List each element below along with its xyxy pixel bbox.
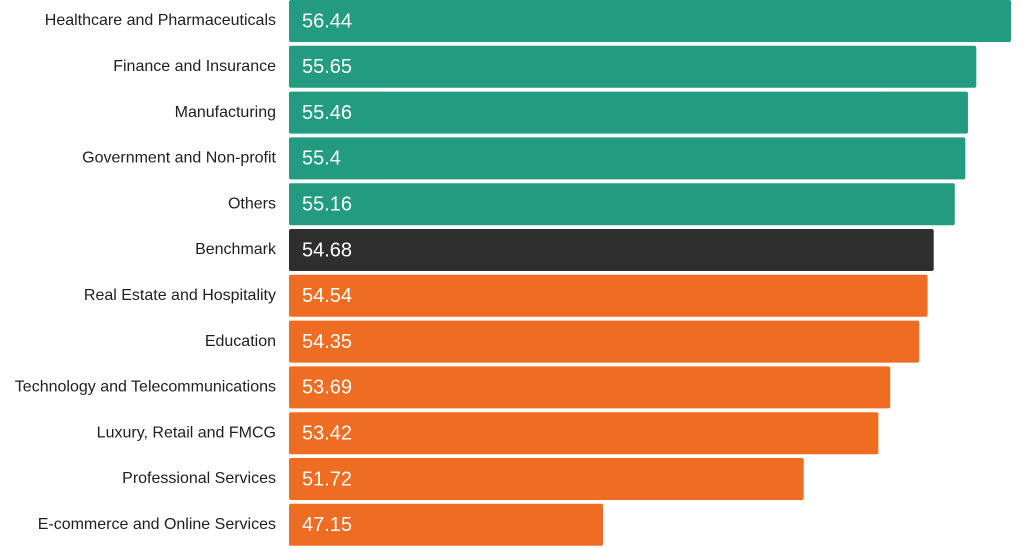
data-label: 56.44: [302, 10, 352, 32]
category-label: Finance and Insurance: [113, 58, 276, 75]
bar: [289, 366, 891, 409]
data-label: 55.46: [302, 102, 352, 124]
data-label: 53.42: [302, 422, 352, 444]
category-label: Others: [228, 195, 276, 212]
data-label: 47.15: [302, 514, 352, 536]
bar: [289, 274, 928, 317]
bar: [289, 412, 879, 455]
category-label: Healthcare and Pharmaceuticals: [45, 12, 276, 29]
category-label: Benchmark: [195, 241, 277, 258]
category-label: Education: [205, 333, 276, 350]
category-label: Real Estate and Hospitality: [84, 287, 276, 304]
bar: [289, 458, 804, 500]
category-label: Technology and Telecommunications: [15, 379, 276, 396]
data-label: 55.4: [302, 148, 341, 170]
bar: [289, 183, 955, 226]
bar: [289, 45, 977, 88]
bar: [289, 229, 934, 271]
data-label: 55.16: [302, 193, 352, 215]
data-label: 51.72: [302, 468, 352, 490]
data-label: 55.65: [302, 56, 352, 78]
bar: [289, 0, 1011, 42]
bar: [289, 91, 968, 134]
data-label: 54.35: [302, 331, 352, 353]
data-label: 54.68: [302, 239, 352, 261]
bar: [289, 320, 920, 363]
category-label: Professional Services: [122, 470, 276, 487]
bar: [289, 503, 604, 546]
category-label: E-commerce and Online Services: [38, 516, 276, 533]
category-label: Manufacturing: [175, 104, 276, 121]
data-label: 53.69: [302, 377, 352, 399]
bar: [289, 137, 966, 180]
data-label: 54.54: [302, 285, 352, 307]
category-label: Government and Non-profit: [82, 150, 276, 167]
category-label: Luxury, Retail and FMCG: [97, 424, 276, 441]
